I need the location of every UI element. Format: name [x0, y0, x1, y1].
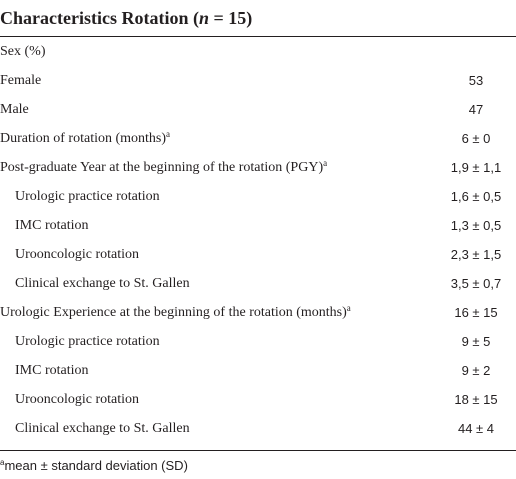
- row-label: Sex (%): [0, 37, 46, 66]
- row-footnote-marker: a: [346, 303, 351, 313]
- row-label: Post-graduate Year at the beginning of t…: [0, 153, 327, 182]
- row-label-text: Clinical exchange to St. Gallen: [15, 421, 190, 436]
- row-label: IMC rotation: [15, 356, 89, 385]
- row-label: Female: [0, 66, 41, 95]
- table-row: Male 47: [0, 95, 516, 124]
- row-label-text: Duration of rotation (months): [0, 131, 167, 146]
- row-label-text: Male: [0, 102, 29, 117]
- row-label-text: Urooncologic rotation: [15, 247, 140, 262]
- table-title: Characteristics Rotation (n = 15): [0, 0, 516, 36]
- row-value: 1,3 ± 0,5: [450, 218, 502, 233]
- row-value: 53: [468, 73, 484, 88]
- row-value: 9 ± 2: [461, 363, 491, 378]
- row-value: 9 ± 5: [461, 334, 491, 349]
- row-label: Urologic practice rotation: [15, 327, 160, 356]
- table-row: IMC rotation 1,3 ± 0,5: [0, 211, 516, 240]
- row-value: 44 ± 4: [457, 421, 495, 436]
- table-footnote: amean ± standard deviation (SD): [0, 458, 188, 474]
- footnote-text: mean ± standard deviation (SD): [4, 458, 188, 473]
- table-row: Urologic practice rotation 1,6 ± 0,5: [0, 182, 516, 211]
- row-label-text: Post-graduate Year at the beginning of t…: [0, 160, 324, 175]
- row-label: Urologic Experience at the beginning of …: [0, 298, 351, 327]
- row-label-text: Urologic Experience at the beginning of …: [0, 305, 347, 320]
- table-row: Clinical exchange to St. Gallen 3,5 ± 0,7: [0, 269, 516, 298]
- row-label: Urooncologic rotation: [15, 240, 139, 269]
- footnote-marker: a: [0, 458, 5, 467]
- table-body: Sex (%) Female 53 Male 47 Duration of rotatio…: [0, 37, 516, 443]
- row-value: 6 ± 0: [461, 131, 491, 146]
- bottom-rule: [0, 450, 516, 451]
- table-row: Urologic Experience at the beginning of …: [0, 298, 516, 327]
- row-label: Clinical exchange to St. Gallen: [15, 414, 190, 443]
- table-title-suffix: = 15): [208, 8, 253, 28]
- table-title-prefix: Characteristics Rotation (: [0, 8, 199, 28]
- row-value: 2,3 ± 1,5: [450, 247, 502, 262]
- row-label-text: Clinical exchange to St. Gallen: [15, 276, 190, 291]
- row-label: Male: [0, 95, 29, 124]
- row-footnote-marker: a: [166, 129, 171, 139]
- row-label-text: IMC rotation: [15, 363, 89, 378]
- row-value: 18 ± 15: [454, 392, 498, 407]
- row-label: Duration of rotation (months)a: [0, 124, 170, 153]
- row-label-text: Urooncologic rotation: [15, 392, 140, 407]
- row-label: IMC rotation: [15, 211, 89, 240]
- row-value: 1,9 ± 1,1: [450, 160, 502, 175]
- row-value: 47: [468, 102, 484, 117]
- table-row: IMC rotation 9 ± 2: [0, 356, 516, 385]
- row-label-text: Female: [0, 73, 42, 88]
- row-label: Urooncologic rotation: [15, 385, 139, 414]
- table-row: Duration of rotation (months)a 6 ± 0: [0, 124, 516, 153]
- table-row: Female 53: [0, 66, 516, 95]
- row-value: 16 ± 15: [454, 305, 498, 320]
- row-label: Urologic practice rotation: [15, 182, 160, 211]
- top-rule: [0, 36, 516, 37]
- table-row: Urooncologic rotation 2,3 ± 1,5: [0, 240, 516, 269]
- row-value: 1,6 ± 0,5: [450, 189, 502, 204]
- row-label: Clinical exchange to St. Gallen: [15, 269, 190, 298]
- table-title-n: n: [198, 8, 209, 28]
- row-label-text: IMC rotation: [15, 218, 89, 233]
- row-footnote-marker: a: [323, 158, 328, 168]
- row-value: 3,5 ± 0,7: [450, 276, 502, 291]
- row-label-text: Sex (%): [0, 44, 46, 59]
- table-row: Urooncologic rotation 18 ± 15: [0, 385, 516, 414]
- table-row: Sex (%): [0, 37, 516, 66]
- table-row: Urologic practice rotation 9 ± 5: [0, 327, 516, 356]
- table-row: Post-graduate Year at the beginning of t…: [0, 153, 516, 182]
- row-label-text: Urologic practice rotation: [15, 334, 160, 349]
- table-row: Clinical exchange to St. Gallen 44 ± 4: [0, 414, 516, 443]
- row-label-text: Urologic practice rotation: [15, 189, 160, 204]
